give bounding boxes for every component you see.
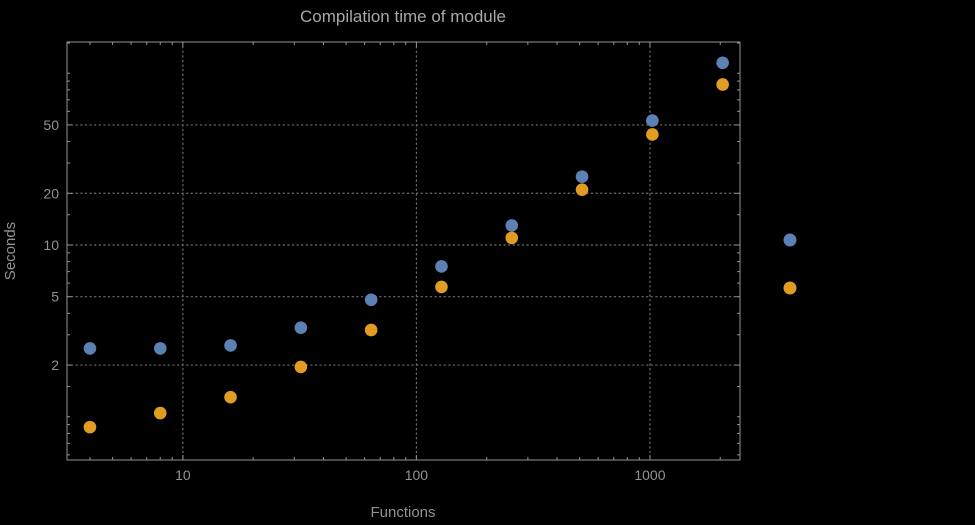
chart-title: Compilation time of module [300, 7, 506, 26]
data-point-series-1 [575, 170, 589, 183]
gridlines [66, 41, 741, 461]
data-point-series-1 [505, 219, 519, 232]
y-tick-label: 2 [51, 357, 59, 373]
data-point-series-1 [153, 342, 167, 355]
data-point-series-2 [505, 231, 519, 245]
y-tick-label: 50 [43, 117, 59, 133]
data-points [83, 56, 729, 434]
data-point-series-1 [224, 339, 237, 352]
data-point-series-1 [716, 56, 729, 70]
data-point-series-1 [435, 260, 448, 273]
y-axis-label: Seconds [2, 222, 19, 280]
y-tick-label: 20 [43, 185, 59, 201]
data-point-series-2 [364, 323, 378, 337]
axis-ticks [67, 42, 740, 460]
plot-frame [66, 41, 741, 461]
data-point-series-1 [364, 293, 378, 307]
x-tick-label: 10 [175, 467, 191, 483]
data-point-series-1 [83, 342, 97, 355]
x-tick-label: 100 [405, 467, 429, 483]
data-point-series-2 [294, 360, 308, 374]
data-point-series-2 [435, 280, 448, 294]
tick-labels: 10 100 1000 2 5 10 20 50 [43, 117, 665, 483]
data-point-series-1 [294, 321, 308, 334]
legend-markers [783, 233, 797, 295]
y-tick-label: 10 [43, 237, 59, 253]
data-point-series-2 [224, 390, 237, 404]
data-point-series-2 [83, 420, 97, 434]
data-point-series-1 [646, 114, 659, 127]
legend-marker-series-2 [783, 281, 797, 295]
data-point-series-2 [575, 183, 589, 196]
legend-marker-series-1 [783, 233, 797, 247]
data-point-series-2 [646, 128, 659, 141]
x-tick-label: 1000 [634, 467, 665, 483]
data-point-series-2 [153, 406, 167, 420]
y-tick-label: 5 [51, 289, 59, 305]
data-point-series-2 [716, 78, 729, 91]
x-axis-label: Functions [370, 504, 435, 521]
